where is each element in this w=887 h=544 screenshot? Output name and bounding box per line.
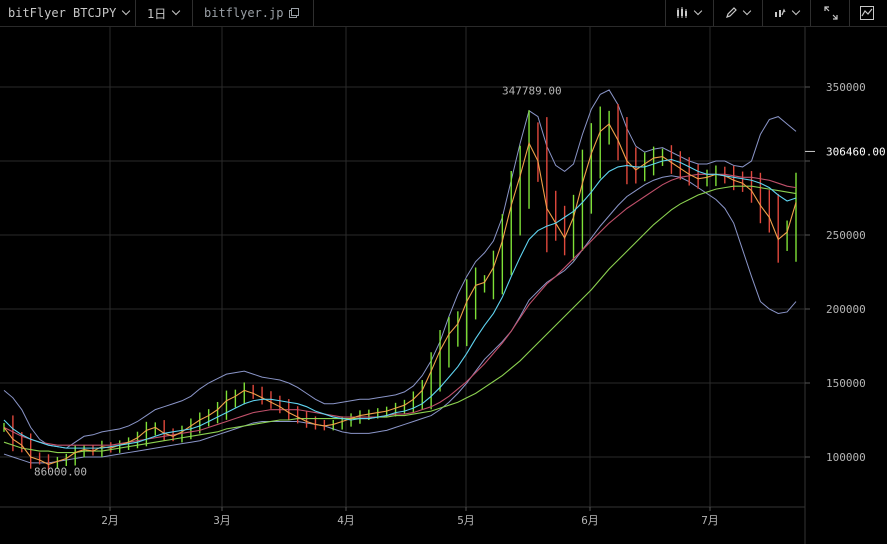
toolbar-divider: [135, 0, 136, 26]
chevron-down-icon: [791, 6, 801, 16]
toolbar-divider: [810, 0, 811, 26]
period-low-label: 86000.00: [34, 466, 87, 479]
ma-longer-line: [3, 185, 797, 454]
toolbar-divider: [713, 0, 714, 26]
moving-averages: [3, 123, 797, 465]
price-tick-label: 100000: [826, 451, 866, 464]
fullscreen-icon: [824, 6, 838, 20]
bollinger-bands: [3, 89, 797, 464]
volume-bars: [3, 104, 797, 471]
time-tick-label: 3月: [213, 514, 231, 527]
price-tick-label: 250000: [826, 229, 866, 242]
price-tick-label: 200000: [826, 303, 866, 316]
price-annotations: 347789.00 86000.00: [34, 84, 562, 478]
chevron-down-icon: [122, 6, 131, 16]
price-chart[interactable]: 100000150000200000250000350000306460.00 …: [0, 27, 887, 544]
toolbar-divider: [762, 0, 763, 26]
time-tick-label: 5月: [457, 514, 475, 527]
chart-grid: [0, 27, 805, 507]
chevron-down-icon: [693, 6, 703, 16]
symbol-label: bitFlyer BTCJPY: [8, 6, 117, 20]
candlestick-icon: [676, 7, 688, 19]
price-tick-label: 350000: [826, 81, 866, 94]
site-link-label: bitflyer.jp: [204, 6, 284, 20]
chevron-down-icon: [171, 6, 181, 16]
toolbar-divider: [849, 0, 850, 26]
chevron-down-icon: [742, 6, 752, 16]
price-tick-label: 150000: [826, 377, 866, 390]
pencil-icon: [725, 7, 737, 19]
time-tick-label: 4月: [337, 514, 355, 527]
site-link[interactable]: bitflyer.jp: [204, 0, 300, 26]
toolbar-divider: [665, 0, 666, 26]
interval-label: 1日: [147, 6, 167, 21]
toolbar-divider: [192, 0, 193, 26]
bollinger-lower-line: [3, 175, 797, 464]
period-high-label: 347789.00: [502, 84, 562, 97]
snapshot-icon: [860, 6, 874, 20]
fullscreen-button[interactable]: [824, 0, 838, 26]
bollinger-upper-line: [3, 89, 797, 449]
time-tick-label: 7月: [701, 514, 719, 527]
ma-mid-line: [3, 158, 797, 449]
indicators-button[interactable]: [774, 0, 801, 26]
current-price-label: 306460.00: [826, 145, 886, 158]
ma-short-line: [3, 123, 797, 465]
time-tick-label: 2月: [101, 514, 119, 527]
symbol-selector[interactable]: bitFlyer BTCJPY: [8, 0, 131, 26]
drawing-tools-button[interactable]: [725, 0, 752, 26]
chart-type-button[interactable]: [676, 0, 703, 26]
price-axis: 100000 150000 200000 250000 350000 306460.00: [805, 81, 886, 464]
toolbar-divider: [313, 0, 314, 26]
time-axis: 2月 3月 4月 5月 6月 7月: [101, 507, 719, 527]
toolbar: bitFlyer BTCJPY 1日 bitflyer.jp: [0, 0, 887, 27]
interval-selector[interactable]: 1日: [147, 0, 181, 26]
indicator-icon: [774, 7, 786, 19]
external-link-icon: [289, 8, 300, 18]
snapshot-button[interactable]: [860, 0, 874, 26]
time-tick-label: 6月: [581, 514, 599, 527]
ma-long-line: [3, 173, 797, 446]
